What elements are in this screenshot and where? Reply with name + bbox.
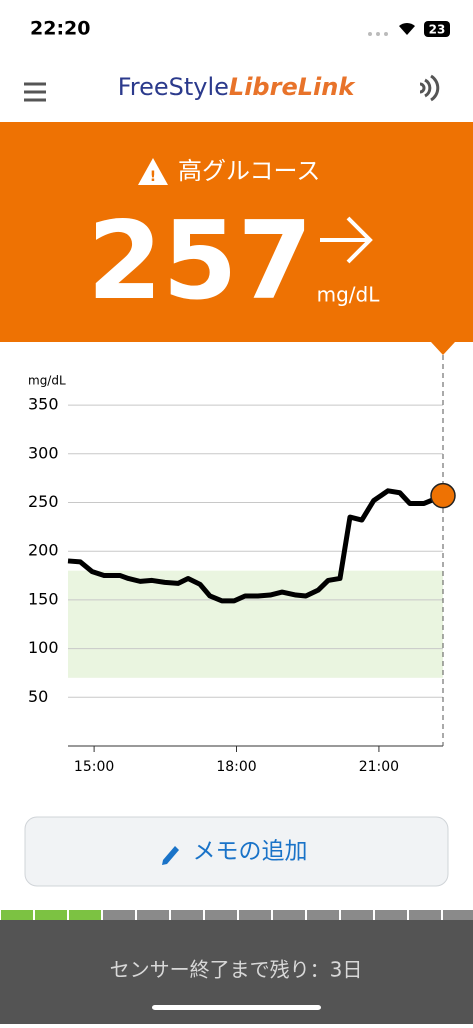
trend-arrow — [320, 216, 373, 264]
alert-label: 高グルコース — [178, 157, 320, 185]
battery — [424, 21, 450, 37]
y-tick-label: 350 — [28, 395, 59, 414]
progress-segment — [171, 910, 203, 920]
y-tick-label: 100 — [28, 638, 59, 657]
progress-segment — [69, 910, 101, 920]
y-tick-label: 50 — [28, 687, 48, 706]
battery-level: 23 — [429, 23, 446, 37]
progress-segment — [409, 910, 441, 920]
button-label: メモの追加 — [193, 839, 308, 865]
nfc-icon[interactable] — [419, 74, 440, 102]
progress-segment — [307, 910, 339, 920]
home-indicator — [152, 1005, 321, 1010]
glucose-line — [67, 488, 444, 604]
brand-main: FreeStyle — [118, 73, 229, 101]
sensor-progress — [1, 910, 473, 920]
progress-segment — [273, 910, 305, 920]
warning-icon: ! — [138, 158, 168, 185]
x-tick-label: 18:00 — [216, 759, 256, 775]
progress-segment — [443, 910, 473, 920]
y-tick-label: 250 — [28, 492, 59, 511]
progress-segment — [103, 910, 135, 920]
x-tick-label: 21:00 — [359, 759, 399, 775]
pointer — [431, 342, 455, 355]
menu-button[interactable] — [24, 82, 46, 102]
progress-segment — [239, 910, 271, 920]
y-tick-label: 300 — [28, 443, 59, 462]
progress-segment — [205, 910, 237, 920]
glucose-value: 257 — [87, 199, 312, 324]
y-tick-label: 200 — [28, 541, 59, 560]
progress-segment — [375, 910, 407, 920]
footer-text: センサー終了まで残り：3日 — [110, 958, 363, 982]
y-tick-label: 150 — [28, 589, 59, 608]
progress-segment — [35, 910, 67, 920]
pencil-icon — [162, 846, 179, 865]
wifi-icon — [368, 22, 415, 36]
brand: FreeStyleLibreLink — [118, 73, 357, 101]
progress-segment — [1, 910, 33, 920]
alert-banner — [0, 122, 473, 342]
glucose-unit: mg/dL — [317, 283, 381, 307]
x-tick-label: 15:00 — [74, 759, 114, 775]
current-point — [430, 482, 456, 509]
chart: mg/dL 50 100 150 200 250 300 350 15:00 18:00 21:00 — [28, 355, 456, 775]
progress-segment — [341, 910, 373, 920]
target-range — [68, 570, 443, 678]
y-axis-label: mg/dL — [28, 374, 66, 388]
brand-accent: LibreLink — [229, 73, 356, 101]
svg-text:!: ! — [150, 169, 156, 185]
status-time: 22:20 — [30, 18, 90, 40]
add-note-button[interactable] — [24, 816, 449, 887]
progress-segment — [137, 910, 169, 920]
